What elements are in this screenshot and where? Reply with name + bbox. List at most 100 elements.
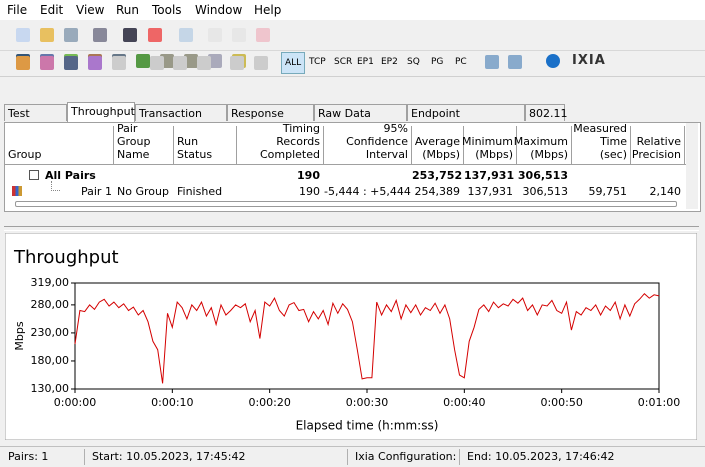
table-cell: 59,751	[588, 185, 628, 198]
menu-item[interactable]: File	[7, 3, 28, 17]
x-axis-label: Elapsed time (h:mm:ss)	[296, 419, 439, 433]
toolbar-button[interactable]	[16, 28, 30, 42]
toolbar-button[interactable]	[136, 54, 150, 68]
tab[interactable]: Transaction Rate	[135, 104, 227, 137]
x-tick-label: 0:00:30	[346, 396, 388, 409]
toolbar: ALL TCP SCR EP1 EP2 SQ PG PC IXIA	[0, 22, 705, 74]
x-tick-label: 0:00:40	[443, 396, 485, 409]
table-cell: 306,513	[522, 185, 569, 198]
toolbar-button[interactable]	[508, 55, 522, 69]
x-tick-label: 0:00:20	[248, 396, 290, 409]
table-cell: 306,513	[517, 169, 568, 182]
y-tick-label: 230,00	[31, 326, 70, 339]
column-header[interactable]: Timing Records Completed	[237, 122, 324, 164]
toolbar-button[interactable]	[88, 56, 102, 70]
status-divider	[459, 449, 460, 465]
y-tick-label: 130,00	[31, 382, 70, 395]
table-cell: 253,752	[412, 169, 463, 182]
column-header[interactable]: Pair Group Name	[114, 122, 174, 164]
toolbar-button[interactable]	[179, 28, 193, 42]
y-tick-label: 319,00	[31, 276, 70, 289]
toolbar-button[interactable]	[208, 28, 222, 42]
status-text: Pairs: 1	[8, 450, 49, 463]
tab[interactable]: 802.11	[525, 104, 568, 121]
toolbar-button[interactable]	[254, 56, 268, 70]
status-bar: Pairs: 1 Start: 10.05.2023, 17:45:42 Ixia …	[0, 446, 705, 467]
expand-toggle[interactable]	[29, 170, 39, 180]
data-line	[74, 292, 660, 384]
column-header[interactable]: Run Status	[174, 126, 237, 164]
filter-button[interactable]: EP1	[357, 57, 374, 67]
column-header[interactable]: Average (Mbps)	[412, 126, 464, 164]
splitter	[4, 226, 699, 231]
status-divider	[347, 449, 348, 465]
menu-bar: File Edit View Run Tools Window Help	[0, 0, 705, 20]
x-tick-label: 0:01:00	[638, 396, 680, 409]
toolbar-button[interactable]	[40, 28, 54, 42]
tab[interactable]: Raw Data Totals	[314, 104, 407, 137]
menu-item[interactable]: Edit	[40, 3, 64, 17]
chart-title: Throughput	[13, 247, 119, 268]
menu-item[interactable]: Run	[116, 3, 140, 17]
toolbar-button[interactable]	[150, 56, 164, 70]
toolbar-button[interactable]	[230, 56, 244, 70]
menu-item[interactable]: Tools	[152, 3, 182, 17]
column-header[interactable]: Relative Precision	[631, 126, 685, 164]
status-text: Start: 10.05.2023, 17:45:42	[92, 450, 246, 463]
filter-button[interactable]: EP2	[381, 57, 398, 67]
table-cell: 190	[299, 185, 320, 198]
tab[interactable]: Throughput	[67, 102, 135, 122]
separator	[0, 76, 705, 77]
column-header[interactable]: Measured Time (sec)	[572, 122, 631, 164]
table-cell: -5,444 : +5,444	[324, 185, 411, 198]
column-header[interactable]: 95% Confidence Interval	[324, 122, 412, 164]
header-border	[5, 164, 689, 165]
x-tick-label: 0:00:10	[151, 396, 193, 409]
scroll-track	[15, 201, 677, 207]
filter-button[interactable]: SCR	[334, 57, 353, 67]
table-cell: 2,140	[649, 185, 682, 198]
toolbar-button[interactable]	[64, 28, 78, 42]
filter-button[interactable]: PC	[455, 57, 467, 67]
table-cell: All Pairs	[45, 169, 96, 182]
y-axis-label: Mbps	[13, 321, 26, 350]
scrollbar	[686, 123, 698, 209]
table-cell: 137,931	[467, 185, 514, 198]
toolbar-button[interactable]	[256, 28, 270, 42]
menu-item[interactable]: Window	[195, 3, 243, 17]
toolbar-button[interactable]	[208, 54, 222, 68]
tab[interactable]: Test Setup	[4, 104, 67, 137]
filter-button[interactable]: TCP	[309, 57, 326, 67]
menu-item[interactable]: View	[76, 3, 105, 17]
toolbar-button[interactable]	[197, 56, 211, 70]
toolbar-button[interactable]	[485, 55, 499, 69]
toolbar-button[interactable]	[16, 56, 30, 70]
toolbar-button[interactable]	[112, 56, 126, 70]
status-divider	[84, 449, 85, 465]
toolbar-button[interactable]	[173, 56, 187, 70]
y-tick-label: 180,00	[31, 354, 70, 367]
filter-button[interactable]: ALL	[281, 52, 306, 74]
tab[interactable]: Endpoint Configuration	[407, 104, 525, 137]
toolbar-button[interactable]	[148, 28, 162, 42]
toolbar-button[interactable]	[232, 28, 246, 42]
x-tick-label: 0:00:00	[54, 396, 96, 409]
table-cell: Finished	[177, 185, 223, 198]
toolbar-button[interactable]	[40, 56, 54, 70]
tree-line	[51, 181, 60, 191]
column-header[interactable]: Maximum (Mbps)	[514, 126, 572, 164]
column-header[interactable]: Group	[5, 126, 114, 164]
menu-item[interactable]: Help	[254, 3, 282, 17]
tab[interactable]: Response Time	[227, 104, 314, 137]
toolbar-button[interactable]	[93, 28, 107, 42]
filter-button[interactable]: SQ	[407, 57, 420, 67]
toolbar-button[interactable]	[123, 28, 137, 42]
toolbar-button[interactable]	[184, 54, 198, 68]
status-text: Ixia Configuration:	[355, 450, 457, 463]
toolbar-button[interactable]	[64, 56, 78, 70]
filter-button[interactable]: PG	[431, 57, 444, 67]
x-tick-label: 0:00:50	[540, 396, 582, 409]
help-button[interactable]	[546, 54, 560, 68]
column-header[interactable]: Minimum (Mbps)	[462, 126, 517, 164]
